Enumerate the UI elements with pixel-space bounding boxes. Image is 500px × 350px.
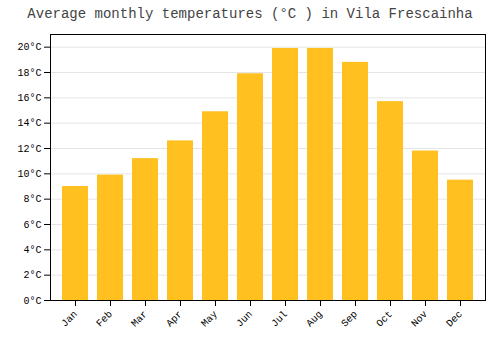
svg-text:8°C: 8°C	[23, 194, 41, 205]
svg-text:Oct: Oct	[374, 309, 395, 330]
svg-text:20°C: 20°C	[17, 42, 41, 53]
svg-text:2°C: 2°C	[23, 270, 41, 281]
svg-text:18°C: 18°C	[17, 68, 41, 79]
svg-text:10°C: 10°C	[17, 169, 41, 180]
svg-text:Jun: Jun	[234, 309, 255, 330]
svg-text:Apr: Apr	[164, 309, 185, 330]
svg-text:0°C: 0°C	[23, 296, 41, 307]
svg-text:Jul: Jul	[269, 309, 290, 330]
svg-text:May: May	[199, 309, 220, 330]
svg-text:16°C: 16°C	[17, 93, 41, 104]
html-text:Average monthly temperatures (: Average monthly temperatures (°C ) in Vi…	[27, 6, 473, 22]
svg-text:Mar: Mar	[129, 309, 150, 330]
svg-text:Sep: Sep	[339, 309, 360, 330]
svg-text:4°C: 4°C	[23, 245, 41, 256]
svg-text:12°C: 12°C	[17, 144, 41, 155]
svg-text:Dec: Dec	[444, 309, 465, 330]
svg-text:Aug: Aug	[304, 309, 325, 330]
svg-text:6°C: 6°C	[23, 220, 41, 231]
svg-text:14°C: 14°C	[17, 118, 41, 129]
svg-text:Nov: Nov	[409, 309, 430, 330]
svg-text:Jan: Jan	[59, 309, 80, 330]
svg-text:Feb: Feb	[94, 309, 115, 330]
